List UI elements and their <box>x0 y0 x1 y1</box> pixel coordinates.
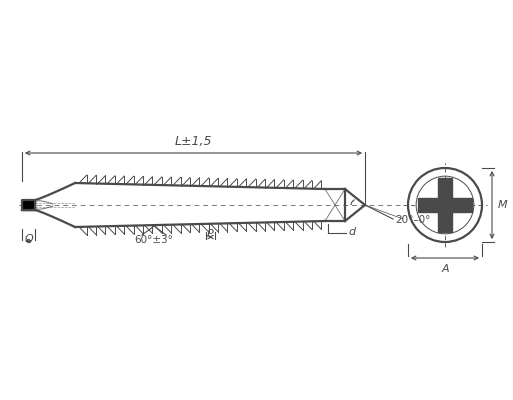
Polygon shape <box>22 200 35 210</box>
Text: 20°–0°: 20°–0° <box>395 215 430 225</box>
Polygon shape <box>419 178 471 232</box>
Text: M: M <box>498 200 508 210</box>
Text: A: A <box>441 264 449 274</box>
Text: Q: Q <box>24 234 33 244</box>
Text: L±1,5: L±1,5 <box>175 135 212 148</box>
Text: P: P <box>207 229 214 239</box>
Text: d: d <box>348 227 355 237</box>
Text: 60°±3°: 60°±3° <box>134 235 173 245</box>
